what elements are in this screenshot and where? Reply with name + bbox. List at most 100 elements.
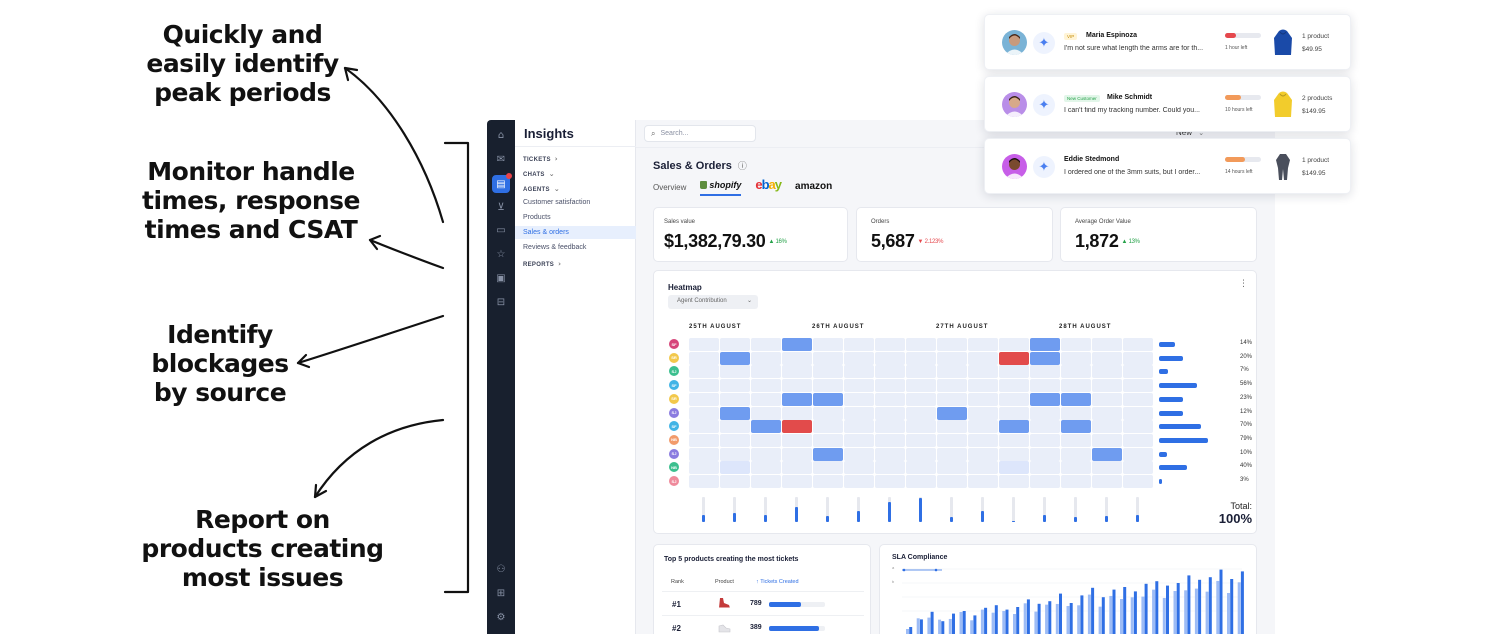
heatmap-cell[interactable] — [782, 420, 812, 434]
settings-icon[interactable]: ⚙ — [496, 611, 506, 623]
heatmap-cell[interactable] — [844, 392, 874, 406]
nav-item-tickets[interactable]: TICKETS › — [523, 155, 558, 163]
heatmap-cell[interactable] — [1061, 433, 1091, 447]
heatmap-cell[interactable] — [1092, 433, 1122, 447]
heatmap-cell[interactable] — [999, 406, 1029, 420]
heatmap-cell[interactable] — [968, 475, 998, 488]
agent-avatar[interactable]: SJ — [669, 366, 679, 377]
heatmap-cell[interactable] — [937, 351, 967, 365]
heatmap-cell[interactable] — [1030, 420, 1060, 434]
heatmap-cell[interactable] — [937, 420, 967, 434]
heatmap-cell[interactable] — [751, 461, 781, 475]
more-options-icon[interactable]: ⋮ — [1239, 279, 1248, 289]
heatmap-cell[interactable] — [1030, 338, 1060, 351]
tab-ebay[interactable]: ebay — [755, 177, 782, 192]
heatmap-cell[interactable] — [751, 433, 781, 447]
heatmap-cell[interactable] — [968, 406, 998, 420]
heatmap-cell[interactable] — [720, 351, 750, 365]
heatmap-cell[interactable] — [813, 338, 843, 351]
heatmap-cell[interactable] — [1092, 475, 1122, 488]
heatmap-cell[interactable] — [1030, 475, 1060, 488]
heatmap-cell[interactable] — [751, 338, 781, 351]
heatmap-cell[interactable] — [782, 351, 812, 365]
heatmap-cell[interactable] — [1123, 420, 1153, 434]
heatmap-cell[interactable] — [1061, 461, 1091, 475]
agent-avatar[interactable]: SF — [669, 380, 679, 391]
heatmap-cell[interactable] — [968, 420, 998, 434]
heatmap-cell[interactable] — [689, 406, 719, 420]
nav-item-reviews[interactable]: Reviews & feedback — [523, 244, 587, 251]
heatmap-cell[interactable] — [689, 433, 719, 447]
heatmap-cell[interactable] — [1030, 461, 1060, 475]
heatmap-cell[interactable] — [875, 338, 905, 351]
heatmap-cell[interactable] — [782, 406, 812, 420]
heatmap-cell[interactable] — [720, 420, 750, 434]
heatmap-cell[interactable] — [1061, 379, 1091, 393]
agent-avatar[interactable]: NB — [669, 462, 679, 473]
heatmap-cell[interactable] — [1030, 351, 1060, 365]
add-user-icon[interactable]: ⚇ — [496, 563, 506, 575]
table-row[interactable]: #2 389 — [662, 615, 864, 634]
heatmap-cell[interactable] — [813, 365, 843, 379]
nav-item-customer-satisfaction[interactable]: Customer satisfaction — [523, 199, 591, 206]
heatmap-cell[interactable] — [844, 351, 874, 365]
heatmap-cell[interactable] — [875, 433, 905, 447]
heatmap-cell[interactable] — [720, 379, 750, 393]
heatmap-cell[interactable] — [689, 338, 719, 351]
heatmap-cell[interactable] — [999, 461, 1029, 475]
heatmap-cell[interactable] — [782, 433, 812, 447]
heatmap-cell[interactable] — [1030, 392, 1060, 406]
heatmap-cell[interactable] — [1123, 351, 1153, 365]
agent-avatar[interactable]: SR — [669, 352, 679, 363]
heatmap-cell[interactable] — [1030, 433, 1060, 447]
agent-avatar[interactable]: SR — [669, 393, 679, 404]
ticket-notification[interactable]: ✦ VIP Maria Espinoza I'm not sure what l… — [984, 14, 1351, 70]
heatmap-cell[interactable] — [937, 406, 967, 420]
heatmap-cell[interactable] — [968, 365, 998, 379]
heatmap-cell[interactable] — [720, 475, 750, 488]
contact-icon[interactable]: ▣ — [496, 272, 506, 284]
heatmap-cell[interactable] — [1092, 392, 1122, 406]
heatmap-cell[interactable] — [844, 433, 874, 447]
agent-contribution-dropdown[interactable]: Agent Contribution ⌄ — [668, 295, 758, 309]
heatmap-cell[interactable] — [720, 338, 750, 351]
heatmap-cell[interactable] — [751, 420, 781, 434]
heatmap-cell[interactable] — [1061, 351, 1091, 365]
heatmap-cell[interactable] — [906, 379, 936, 393]
agent-avatar[interactable]: SF — [669, 339, 679, 349]
heatmap-cell[interactable] — [782, 447, 812, 461]
ticket-notification[interactable]: ✦ Eddie Stedmond I ordered one of the 3m… — [984, 138, 1351, 194]
heatmap-cell[interactable] — [875, 461, 905, 475]
heatmap-cell[interactable] — [875, 420, 905, 434]
heatmap-cell[interactable] — [1123, 338, 1153, 351]
heatmap-cell[interactable] — [720, 406, 750, 420]
heatmap-cell[interactable] — [999, 351, 1029, 365]
heatmap-cell[interactable] — [968, 392, 998, 406]
heatmap-cell[interactable] — [875, 379, 905, 393]
heatmap-cell[interactable] — [751, 447, 781, 461]
tab-shopify[interactable]: shopify — [700, 180, 742, 196]
heatmap-cell[interactable] — [1061, 338, 1091, 351]
heatmap-cell[interactable] — [999, 379, 1029, 393]
heatmap-cell[interactable] — [751, 406, 781, 420]
heatmap-cell[interactable] — [751, 379, 781, 393]
heatmap-cell[interactable] — [906, 406, 936, 420]
heatmap-cell[interactable] — [968, 447, 998, 461]
heatmap-cell[interactable] — [782, 392, 812, 406]
heatmap-cell[interactable] — [689, 379, 719, 393]
heatmap-cell[interactable] — [1061, 420, 1091, 434]
heatmap-cell[interactable] — [1123, 433, 1153, 447]
heatmap-cell[interactable] — [937, 475, 967, 488]
apps-icon[interactable]: ⊞ — [496, 587, 506, 599]
heatmap-cell[interactable] — [968, 351, 998, 365]
heatmap-cell[interactable] — [875, 475, 905, 488]
heatmap-cell[interactable] — [1061, 447, 1091, 461]
heatmap-cell[interactable] — [844, 379, 874, 393]
heatmap-cell[interactable] — [1092, 406, 1122, 420]
heatmap-cell[interactable] — [720, 447, 750, 461]
heatmap-cell[interactable] — [689, 420, 719, 434]
star-icon[interactable]: ☆ — [496, 248, 506, 260]
ai-sparkle-icon[interactable]: ✦ — [1033, 156, 1055, 178]
heatmap-cell[interactable] — [751, 392, 781, 406]
heatmap-cell[interactable] — [1092, 338, 1122, 351]
